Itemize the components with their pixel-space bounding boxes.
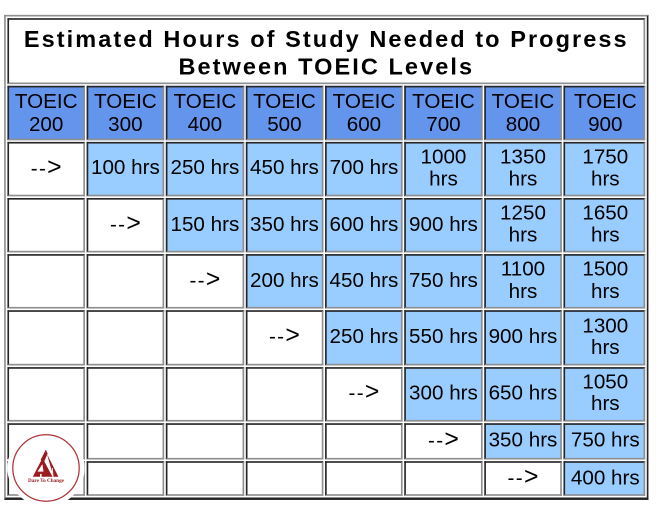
svg-text:Dare To Change: Dare To Change (28, 478, 65, 484)
